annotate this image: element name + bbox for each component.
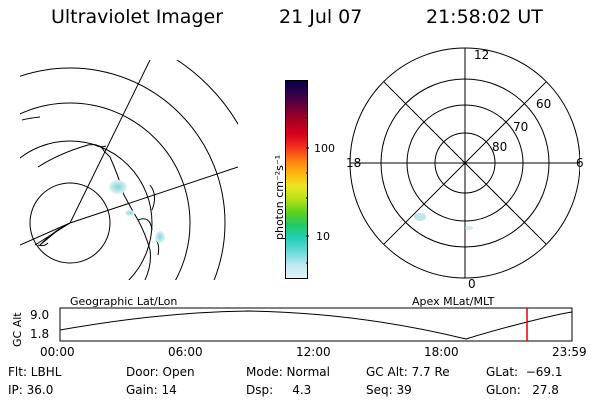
sequence-status: Seq: 39 — [366, 383, 412, 397]
glon-status: GLon: 27.8 — [486, 383, 559, 397]
mlt-label-6: 6 — [576, 156, 584, 170]
dsp-status: Dsp: 4.3 — [246, 383, 312, 397]
colorbar-tick-100: 100 — [314, 142, 335, 155]
door-status: Door: Open — [126, 365, 195, 379]
altitude-plot — [59, 307, 573, 342]
observation-date: 21 Jul 07 — [279, 6, 363, 28]
altitude-xtick-2359: 23:59 — [552, 345, 587, 359]
lat-circle — [20, 140, 153, 280]
altitude-ytick-high: 9.0 — [30, 308, 50, 322]
colorbar — [285, 80, 308, 279]
geographic-map — [20, 60, 238, 280]
lon-line — [69, 60, 151, 224]
ip-status: IP: 36.0 — [8, 383, 54, 397]
altitude-xtick-1200: 12:00 — [296, 345, 331, 359]
mlt-label-12: 12 — [474, 48, 490, 62]
aurora-patch — [465, 226, 473, 230]
mlt-line-diag — [383, 81, 547, 245]
mode-status: Mode: Normal — [246, 365, 330, 379]
aurora-patch — [414, 213, 426, 221]
gc-alt-status: GC Alt: 7.7 Re — [366, 365, 450, 379]
gain-status: Gain: 14 — [126, 383, 177, 397]
altitude-xtick-1800: 18:00 — [424, 345, 459, 359]
mlt-label-0: 0 — [468, 277, 476, 291]
aurora-patch — [155, 231, 165, 243]
colorbar-ticks — [306, 117, 309, 264]
altitude-ytick-low: 1.8 — [30, 327, 50, 341]
polar-map — [349, 47, 580, 279]
mlat-label-60: 60 — [536, 97, 552, 111]
altitude-xtick-0600: 06:00 — [168, 345, 203, 359]
mlat-label-80: 80 — [492, 140, 508, 154]
glat-status: GLat: −69.1 — [486, 365, 563, 379]
lon-line — [20, 222, 71, 246]
polar-map-label: Apex MLat/MLT — [412, 295, 495, 308]
observation-time: 21:58:02 UT — [426, 6, 543, 28]
lat-circle — [29, 182, 111, 264]
filter-status: Flt: LBHL — [8, 365, 62, 379]
colorbar-label: photon cm⁻²s⁻¹ — [273, 154, 286, 240]
coastline — [37, 144, 153, 280]
altitude-ylabel: GC Alt — [11, 312, 24, 347]
altitude-xtick-0000: 00:00 — [40, 345, 75, 359]
aurora-patch — [109, 180, 127, 194]
aurora-patch — [125, 210, 135, 216]
colorbar-tick-10: 10 — [316, 230, 330, 243]
geo-map-label: Geographic Lat/Lon — [70, 295, 178, 308]
instrument-title: Ultraviolet Imager — [51, 6, 224, 28]
mlat-label-70: 70 — [513, 120, 529, 134]
ice-shelf — [21, 116, 160, 256]
lat-circle — [20, 67, 226, 280]
mlt-label-18: 18 — [346, 156, 362, 170]
altitude-curve — [59, 310, 573, 340]
lat-circle — [20, 102, 191, 280]
